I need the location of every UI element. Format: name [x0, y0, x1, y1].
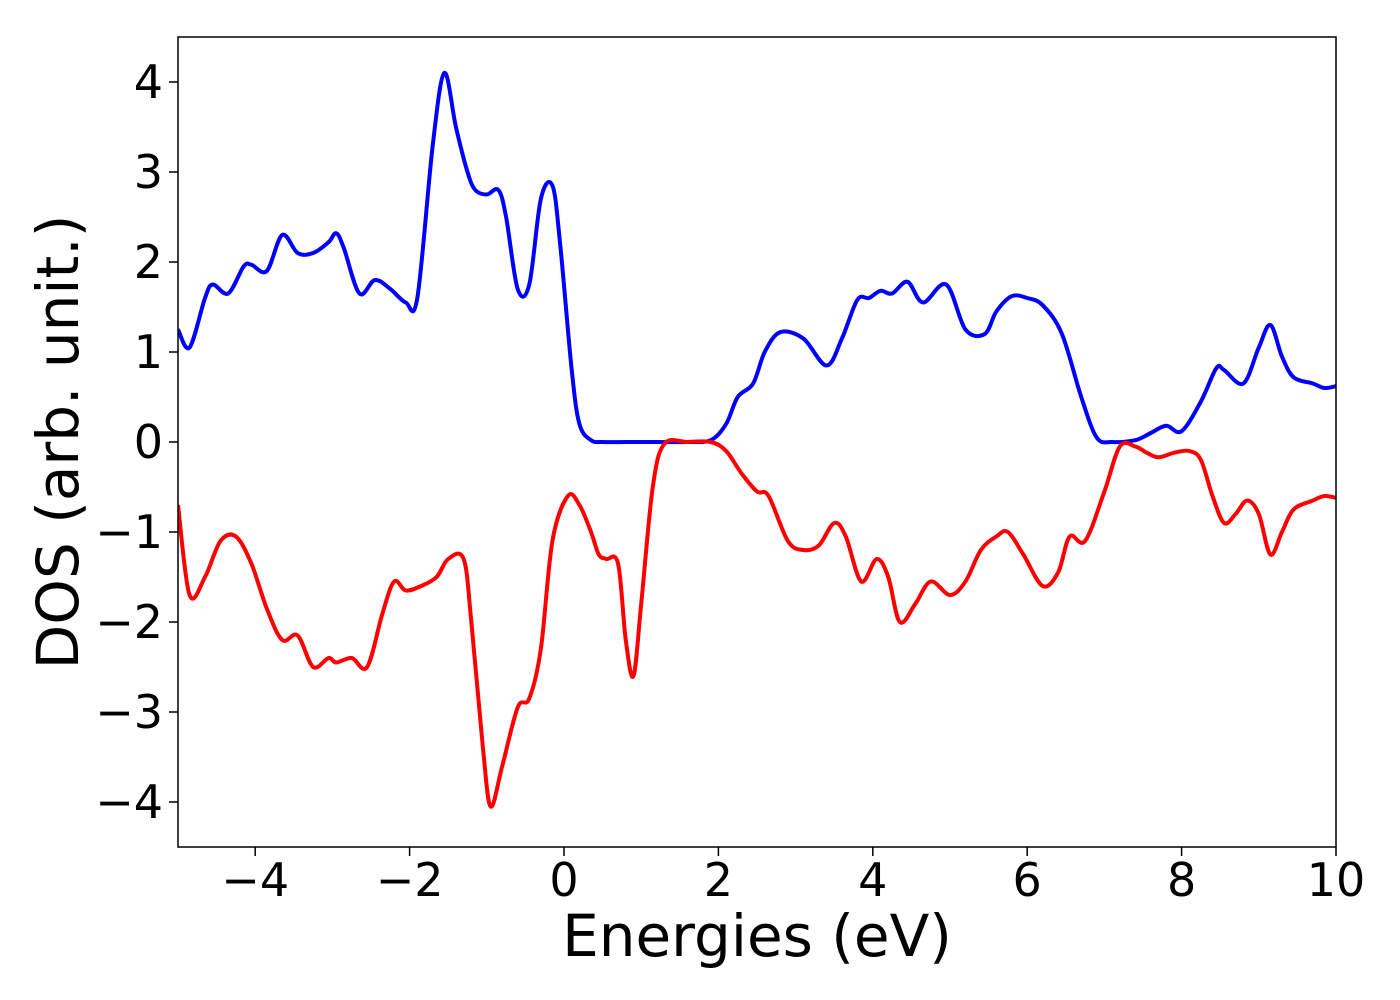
y-tick-label: 0: [134, 415, 163, 469]
x-tick-label: 6: [1013, 853, 1042, 907]
y-tick-label: −3: [95, 685, 163, 739]
x-tick-label: 2: [704, 853, 733, 907]
tick-layer: −4 −2 0 2 4 6 8 10 −4 −3 −2 −1 0 1 2 3 4: [95, 55, 1365, 907]
x-tick-label: 8: [1167, 853, 1196, 907]
y-tick-label: −4: [95, 775, 163, 829]
y-tick-label: −1: [95, 505, 163, 559]
series-layer: [178, 70, 1336, 809]
y-tick-label: 1: [134, 325, 163, 379]
y-axis-title: DOS (arb. unit.): [24, 215, 92, 670]
series-line-2: [178, 438, 1336, 809]
y-tick-label: −2: [95, 595, 163, 649]
x-tick-label: 10: [1307, 853, 1366, 907]
x-axis-title: Energies (eV): [562, 902, 952, 970]
y-tick-label: 3: [134, 145, 163, 199]
x-tick-label: 0: [549, 853, 578, 907]
x-tick-label: 4: [858, 853, 887, 907]
y-tick-label: 2: [134, 235, 163, 289]
y-tick-label: 4: [134, 55, 163, 109]
x-tick-label: −4: [221, 853, 289, 907]
x-tick-label: −2: [376, 853, 444, 907]
